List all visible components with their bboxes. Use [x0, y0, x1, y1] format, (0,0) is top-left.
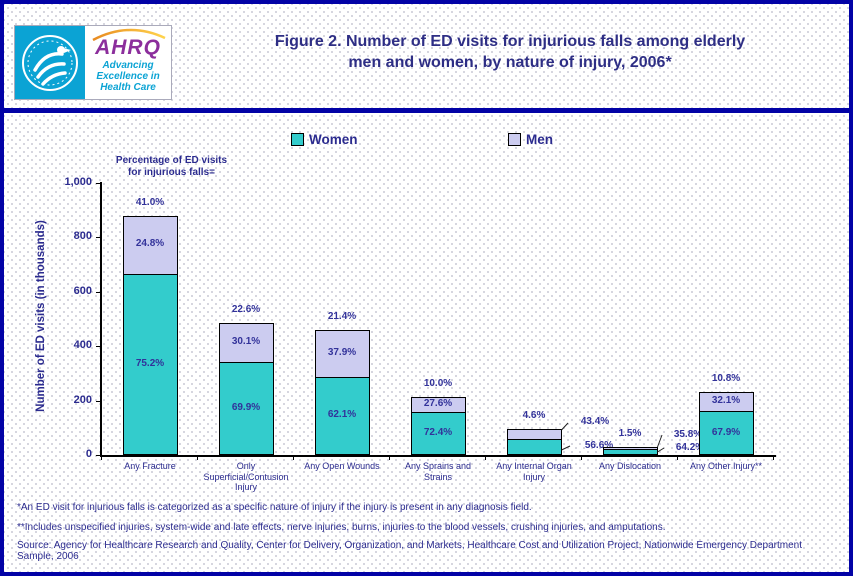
men-pct-label: 35.8% — [673, 429, 703, 440]
bar-4-segment-women — [507, 439, 561, 454]
y-tick-mark — [96, 400, 101, 402]
total-pct-label: 41.0% — [135, 196, 165, 208]
total-pct-label: 22.6% — [231, 304, 261, 316]
men-pct-label: 43.4% — [580, 416, 610, 427]
y-tick-label: 800 — [73, 230, 92, 243]
women-pct-label: 64.2% — [675, 442, 705, 453]
bar-5-segment-women — [603, 448, 657, 454]
y-tick-label: 0 — [85, 448, 92, 460]
x-tick-mark — [677, 456, 678, 460]
total-pct-label: 1.5% — [618, 427, 642, 439]
legend-item-women: Women — [291, 132, 358, 147]
men-pct-label: 32.1% — [711, 394, 741, 406]
men-pct-label: 24.8% — [135, 238, 165, 250]
bar-2 — [314, 330, 370, 455]
ahrq-logo: AHRQ Advancing Excellence in Health Care — [14, 25, 172, 100]
x-tick-mark — [581, 456, 582, 460]
legend-swatch-women — [291, 133, 304, 146]
category-label: Any Fracture — [124, 461, 176, 471]
category-label: Any Sprains and Strains — [404, 461, 472, 482]
bar-6-segment-women — [699, 411, 753, 454]
women-pct-label: 75.2% — [135, 357, 165, 369]
percentage-annotation: Percentage of ED visits for injurious fa… — [115, 155, 228, 178]
y-tick-label: 200 — [73, 393, 92, 406]
women-pct-label: 69.9% — [231, 401, 261, 413]
source-note: Source: Agency for Healthcare Research a… — [17, 540, 802, 562]
ahrq-acronym: AHRQ — [95, 36, 161, 59]
plot-area: 41.0% 24.8% 75.2% 22.6% 30.1% 69.9% 21.4% 37.9%… — [102, 183, 774, 455]
legend-item-men: Men — [508, 132, 553, 147]
category-label: Any Dislocation — [598, 461, 662, 471]
x-tick-mark — [101, 456, 102, 460]
women-pct-label: 62.1% — [327, 409, 357, 421]
y-tick-label: 1,000 — [64, 176, 92, 188]
category-label: Any Other Injury** — [689, 461, 763, 471]
header-divider — [4, 108, 849, 113]
y-tick-mark — [96, 237, 101, 239]
total-pct-label: 21.4% — [327, 311, 357, 323]
ahrq-tagline: Advancing Excellence in Health Care — [96, 60, 160, 93]
y-tick-label: 600 — [73, 284, 92, 297]
women-pct-label: 72.4% — [423, 427, 453, 439]
bar-5 — [602, 446, 658, 455]
figure-title: Figure 2. Number of ED visits for injuri… — [274, 33, 746, 71]
ahrq-arc-icon — [92, 28, 166, 41]
x-tick-mark — [773, 456, 774, 460]
men-pct-label: 30.1% — [231, 335, 261, 347]
men-pct-label: 27.6% — [423, 398, 453, 410]
legend-swatch-men — [508, 133, 521, 146]
category-label: Only Superficial/Contusion Injury — [203, 461, 289, 492]
x-tick-mark — [293, 456, 294, 460]
y-tick-mark — [96, 455, 101, 456]
category-label: Any Open Wounds — [304, 461, 380, 471]
total-pct-label: 10.8% — [711, 372, 741, 384]
footnote-2: **Includes unspecified injuries, system-… — [17, 522, 666, 533]
bar-2-segment-women — [315, 376, 369, 454]
bar-1 — [218, 323, 274, 455]
x-axis-line — [100, 455, 776, 457]
total-pct-label: 10.0% — [423, 378, 453, 390]
y-tick-mark — [96, 346, 101, 348]
x-tick-mark — [389, 456, 390, 460]
bar-0 — [122, 215, 178, 455]
legend-label-women: Women — [309, 132, 358, 147]
bar-0-segment-women — [123, 273, 177, 454]
bar-3 — [410, 397, 466, 455]
bar-3-segment-women — [411, 412, 465, 454]
x-tick-mark — [485, 456, 486, 460]
footnote-1: *An ED visit for injurious falls is cate… — [17, 502, 532, 513]
y-tick-mark — [96, 291, 101, 293]
hhs-eagle-icon — [15, 26, 85, 99]
y-axis-line — [100, 182, 102, 456]
women-pct-label: 56.6% — [584, 440, 614, 451]
ahrq-wordmark: AHRQ Advancing Excellence in Health Care — [85, 26, 171, 99]
total-pct-label: 4.6% — [522, 410, 546, 422]
y-tick-label: 400 — [73, 339, 92, 352]
x-tick-mark — [197, 456, 198, 460]
bar-6 — [698, 391, 754, 455]
women-pct-label: 67.9% — [711, 426, 741, 438]
bar-1-segment-women — [219, 361, 273, 454]
y-tick-mark — [96, 183, 101, 184]
category-label: Any Internal Organ Injury — [496, 461, 572, 482]
men-pct-label: 37.9% — [327, 347, 357, 359]
bar-4 — [506, 429, 562, 455]
legend-label-men: Men — [526, 132, 553, 147]
